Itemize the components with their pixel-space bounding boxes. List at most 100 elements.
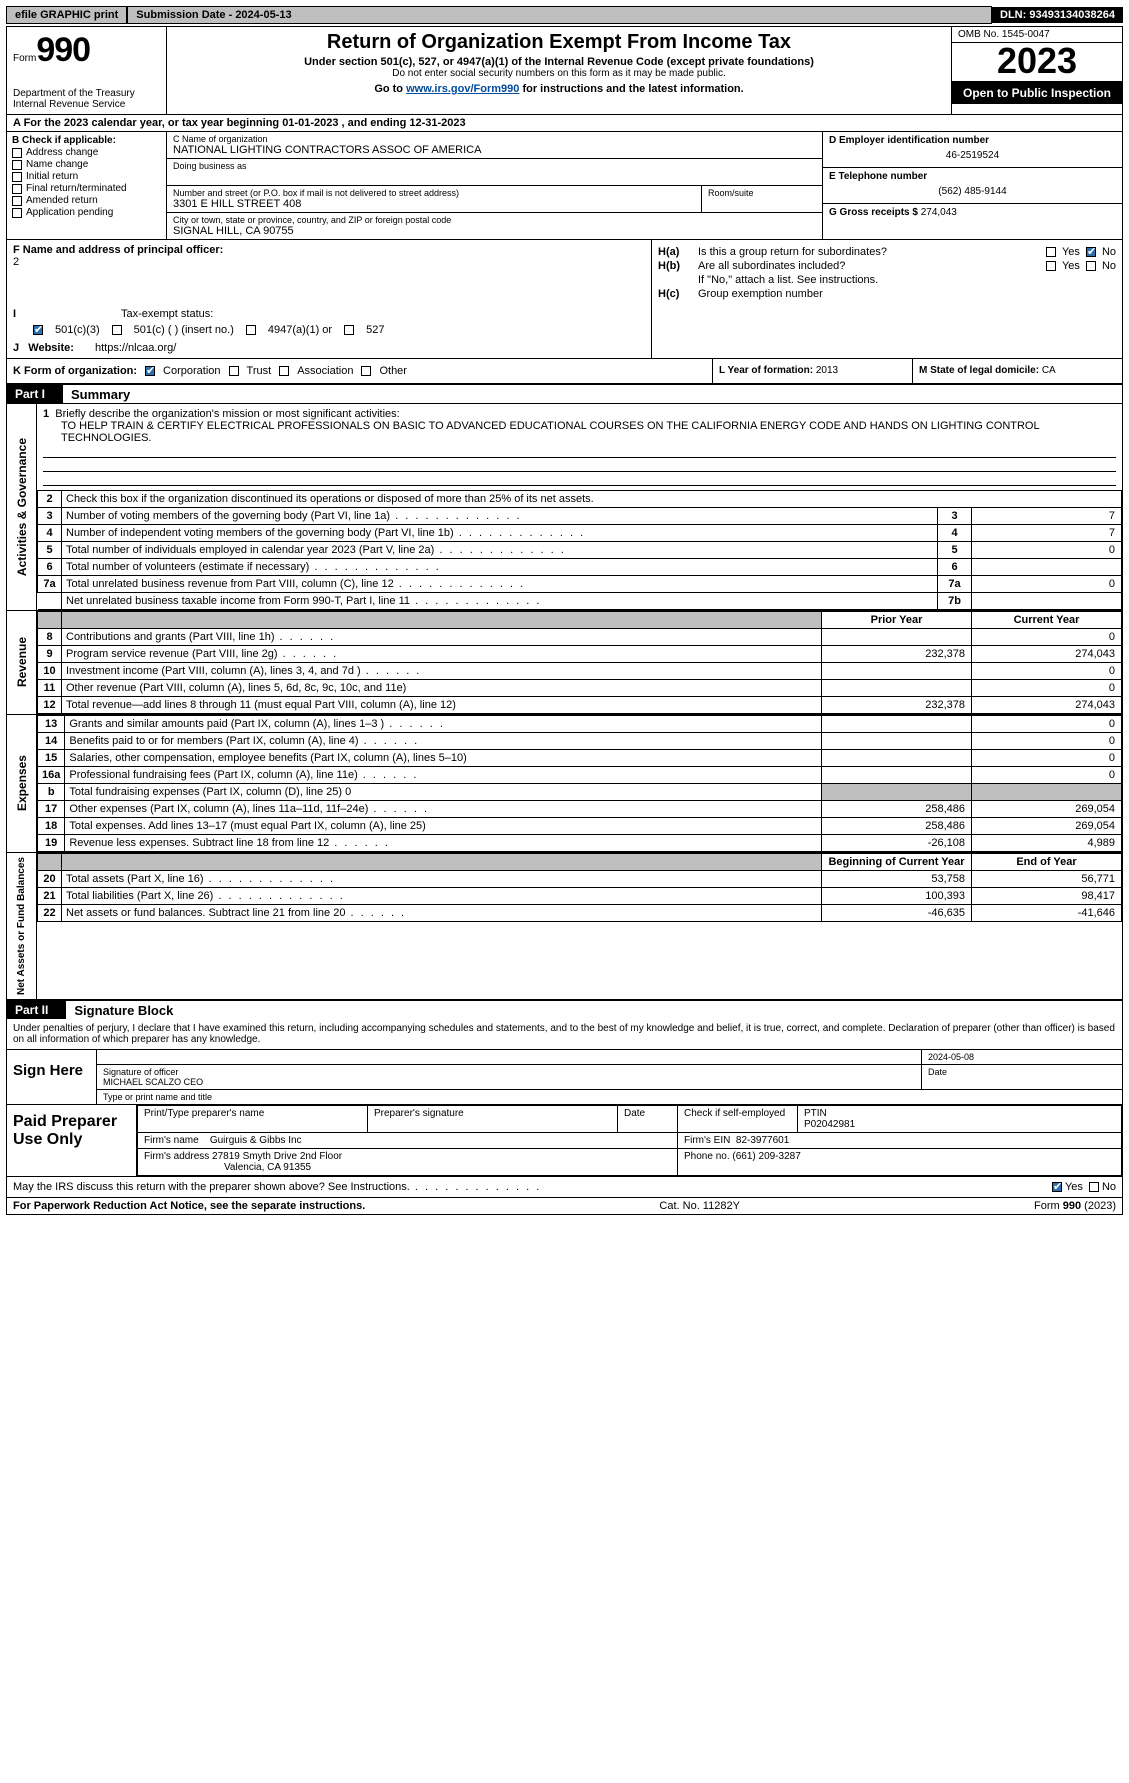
cb-corp[interactable] [145,366,155,376]
current-year-header: Current Year [972,612,1122,629]
cb-amended[interactable] [12,196,22,206]
paid-preparer-label: Paid Preparer Use Only [7,1105,137,1176]
prep-name-label: Print/Type preparer's name [138,1106,368,1133]
v4: 7 [972,525,1122,542]
v7a: 0 [972,576,1122,593]
p12: 232,378 [822,697,972,714]
l16a-text: Professional fundraising fees (Part IX, … [69,769,418,781]
l6-text: Total number of volunteers (estimate if … [66,561,441,573]
tax-year: 2023 [952,43,1122,82]
cb-discuss-no[interactable] [1089,1182,1099,1192]
cb-discuss-yes[interactable] [1052,1182,1062,1192]
ha-label: H(a) [658,246,698,258]
public-inspection: Open to Public Inspection [952,82,1122,104]
lbl-discuss-no: No [1102,1181,1116,1193]
l7b-text: Net unrelated business taxable income fr… [66,595,541,607]
sig-officer-name: MICHAEL SCALZO CEO [103,1077,203,1087]
gross-value: 274,043 [921,207,957,218]
prep-date-label: Date [618,1106,678,1133]
c16a: 0 [972,767,1122,784]
org-name: NATIONAL LIGHTING CONTRACTORS ASSOC OF A… [173,144,816,156]
cb-other[interactable] [361,366,371,376]
room-label: Room/suite [708,188,816,198]
cb-527[interactable] [344,325,354,335]
part1-title: Summary [63,387,130,402]
row-a-tax-year: A For the 2023 calendar year, or tax yea… [7,115,1122,132]
phone-value: (661) 209-3287 [732,1151,800,1162]
efile-print-button[interactable]: efile GRAPHIC print [6,6,127,24]
lbl-no: No [1102,246,1116,258]
website-value: https://nlcaa.org/ [95,342,176,354]
c16b [972,784,1122,801]
p14 [822,733,972,750]
c18: 269,054 [972,818,1122,835]
type-name-label: Type or print name and title [97,1090,1122,1104]
cb-hb-yes[interactable] [1046,261,1056,271]
org-name-label: C Name of organization [173,134,816,144]
ssn-warning: Do not enter social security numbers on … [175,68,943,79]
l-label: L Year of formation: [719,365,813,376]
lbl-initial-return: Initial return [26,171,78,182]
form-page: Form990 Department of the Treasury Inter… [6,26,1123,1215]
prior-year-header: Prior Year [822,612,972,629]
city-label: City or town, state or province, country… [173,215,816,225]
col-b-checkboxes: B Check if applicable: Address change Na… [7,132,167,239]
side-expenses: Expenses [13,751,31,815]
cb-4947[interactable] [246,325,256,335]
lbl-501c: 501(c) ( ) (insert no.) [134,324,234,336]
l1-label: Briefly describe the organization's miss… [55,408,399,420]
firm-name: Guirguis & Gibbs Inc [210,1135,302,1146]
goto-prefix: Go to [374,83,406,95]
form-id-block: Form990 Department of the Treasury Inter… [7,27,167,114]
l-value: 2013 [816,365,838,376]
cb-ha-yes[interactable] [1046,247,1056,257]
gross-label: G Gross receipts $ [829,207,918,218]
l8-text: Contributions and grants (Part VIII, lin… [66,631,335,643]
tax-exempt-label: Tax-exempt status: [121,308,213,320]
form-subtitle: Under section 501(c), 527, or 4947(a)(1)… [175,56,943,68]
begin-year-header: Beginning of Current Year [822,854,972,871]
f-label: F Name and address of principal officer: [13,244,223,256]
l20-text: Total assets (Part X, line 16) [66,873,335,885]
firm-addr-label: Firm's address [144,1151,209,1162]
part2-tag: Part II [7,1001,66,1019]
firm-ein-label: Firm's EIN [684,1135,730,1146]
cb-ha-no[interactable] [1086,247,1096,257]
cb-assoc[interactable] [279,366,289,376]
hc-text: Group exemption number [698,288,1116,300]
l5-text: Total number of individuals employed in … [66,544,566,556]
irs-link[interactable]: www.irs.gov/Form990 [406,83,519,95]
dept-treasury: Department of the Treasury [13,88,160,99]
p21: 100,393 [822,888,972,905]
firm-name-label: Firm's name [144,1135,199,1146]
lbl-other: Other [379,365,407,377]
lbl-name-change: Name change [26,159,88,170]
lbl-assoc: Association [297,365,353,377]
declaration-text: Under penalties of perjury, I declare th… [7,1019,1122,1049]
city-value: SIGNAL HILL, CA 90755 [173,225,816,237]
col-b-header: B Check if applicable: [12,135,161,146]
l3-text: Number of voting members of the governin… [66,510,522,522]
sign-here-label: Sign Here [7,1050,97,1104]
cb-501c3[interactable] [33,325,43,335]
cb-trust[interactable] [229,366,239,376]
c10: 0 [972,663,1122,680]
sig-date-label: Date [922,1065,1122,1090]
p18: 258,486 [822,818,972,835]
l4-text: Number of independent voting members of … [66,527,585,539]
hc-label: H(c) [658,288,698,300]
goto-line: Go to www.irs.gov/Form990 for instructio… [175,83,943,95]
goto-suffix: for instructions and the latest informat… [519,83,743,95]
cb-name-change[interactable] [12,160,22,170]
cb-hb-no[interactable] [1086,261,1096,271]
cb-address-change[interactable] [12,148,22,158]
cb-501c[interactable] [112,325,122,335]
firm-ein: 82-3977601 [736,1135,789,1146]
cb-app-pending[interactable] [12,208,22,218]
p19: -26,108 [822,835,972,852]
l16b-text: Total fundraising expenses (Part IX, col… [69,786,351,798]
cb-final-return[interactable] [12,184,22,194]
l14-text: Benefits paid to or for members (Part IX… [69,735,419,747]
cb-initial-return[interactable] [12,172,22,182]
c13: 0 [972,716,1122,733]
